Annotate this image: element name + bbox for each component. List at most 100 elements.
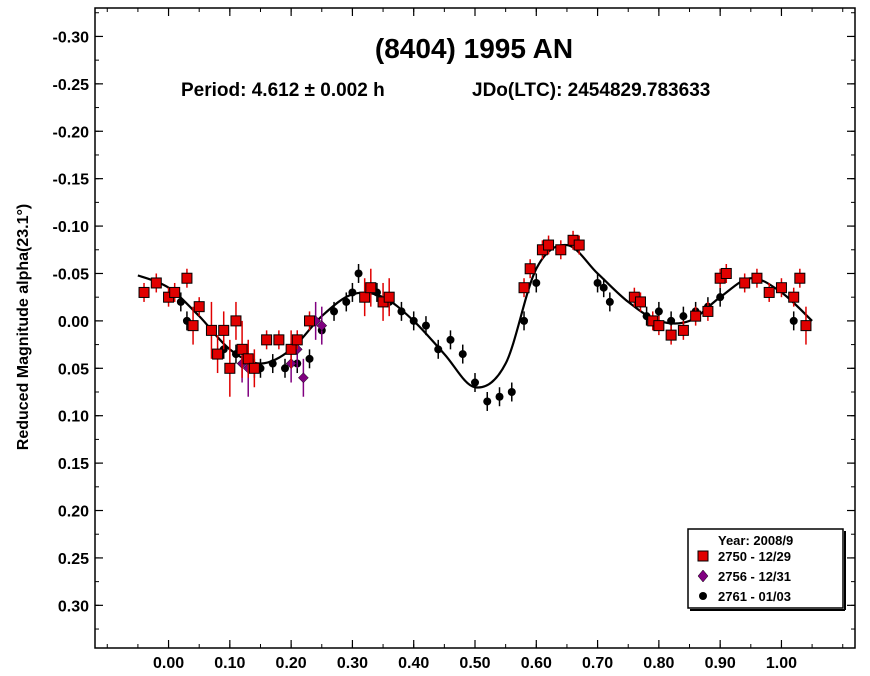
data-point-2750 [524, 263, 536, 275]
data-point-2750 [555, 244, 567, 256]
data-point-2750 [187, 320, 199, 332]
data-point-2761 [421, 321, 430, 330]
data-point-2761 [532, 278, 541, 287]
data-point-2750 [224, 362, 236, 374]
x-tick-label: 0.60 [521, 655, 552, 672]
data-point-2750 [365, 282, 377, 294]
legend: Year: 2008/9 2750 - 12/29 2756 - 12/31 2… [687, 528, 846, 611]
data-point-2750 [720, 267, 732, 279]
data-point-2761 [507, 388, 516, 396]
x-tick-label: 0.40 [398, 655, 429, 672]
data-point-2761 [305, 354, 314, 363]
data-point-2750 [212, 348, 224, 360]
data-point-2750 [739, 277, 751, 289]
data-point-2756 [316, 320, 328, 331]
x-tick-label: 0.30 [337, 655, 368, 672]
data-point-2761 [397, 307, 406, 316]
data-point-2750 [291, 334, 303, 346]
data-point-2761 [483, 397, 492, 406]
data-point-2761 [495, 392, 504, 401]
data-point-2761 [342, 297, 351, 306]
data-point-2750 [359, 291, 371, 303]
data-point-2761 [789, 316, 798, 325]
data-point-2750 [181, 272, 193, 284]
data-point-2761 [667, 316, 676, 325]
data-point-2750 [236, 343, 248, 355]
y-tick-label: -0.05 [53, 266, 90, 283]
data-point-2761 [599, 283, 608, 292]
legend-title: Year: 2008/9 [718, 533, 793, 548]
legend-entry-2761: 2761 - 01/03 [718, 589, 791, 604]
legend-entry-2756: 2756 - 12/31 [718, 569, 791, 584]
data-point-2761 [446, 335, 455, 344]
data-point-2761 [330, 307, 339, 316]
data-point-2750 [751, 272, 763, 284]
y-tick-label: -0.30 [53, 29, 90, 46]
data-point-2761 [716, 293, 725, 302]
data-point-2761 [434, 345, 443, 354]
x-tick-label: 0.20 [276, 655, 307, 672]
data-point-2761 [281, 364, 289, 373]
y-tick-label: 0.00 [58, 314, 89, 331]
legend-marker-2756 [697, 569, 709, 583]
data-point-2761 [593, 278, 602, 287]
data-point-2750 [205, 324, 217, 336]
x-tick-label: 0.90 [705, 655, 736, 672]
y-tick-label: -0.20 [53, 124, 90, 141]
x-tick-label: 0.10 [214, 655, 245, 672]
data-point-2750 [218, 324, 230, 336]
data-point-2761 [654, 307, 663, 316]
y-tick-label: 0.20 [58, 504, 89, 521]
y-tick-label: 0.05 [58, 361, 89, 378]
data-point-2750 [702, 305, 714, 317]
data-point-2750 [193, 301, 205, 313]
data-point-2761 [409, 316, 418, 325]
y-axis-label: Reduced Magnitude alpha(23.1°) [15, 204, 32, 450]
data-point-2750 [543, 239, 555, 251]
data-point-2750 [261, 334, 273, 346]
data-point-2750 [788, 291, 800, 303]
data-point-2750 [665, 329, 677, 341]
data-point-2750 [653, 320, 665, 332]
data-point-2750 [383, 291, 395, 303]
data-point-2750 [800, 320, 812, 332]
x-tick-label: 0.00 [153, 655, 184, 672]
plot-frame [94, 7, 856, 649]
legend-box [687, 528, 844, 609]
data-point-2750 [138, 286, 150, 298]
y-tick-label: 0.30 [58, 598, 89, 615]
x-tick-label: 1.00 [766, 655, 797, 672]
data-point-2750 [677, 324, 689, 336]
data-point-2750 [304, 315, 316, 327]
data-point-2750 [634, 296, 646, 308]
data-point-2750 [248, 362, 260, 374]
legend-entry-2750: 2750 - 12/29 [718, 549, 791, 564]
data-point-2756 [298, 372, 309, 384]
data-point-2750 [230, 315, 242, 327]
data-point-2750 [273, 334, 285, 346]
y-tick-label: 0.15 [58, 456, 89, 473]
data-point-2761 [348, 288, 357, 297]
y-tick-label: 0.25 [58, 551, 89, 568]
data-point-2750 [242, 353, 254, 365]
y-tick-label: 0.10 [58, 409, 89, 426]
chart-title: (8404) 1995 AN [375, 33, 573, 64]
x-tick-label: 0.70 [582, 655, 613, 672]
y-tick-label: -0.15 [53, 172, 90, 189]
x-tick-label: 0.80 [643, 655, 674, 672]
data-point-2750 [775, 282, 787, 294]
epoch-subtitle: JDo(LTC): 2454829.783633 [472, 80, 710, 101]
y-tick-label: -0.25 [53, 77, 90, 94]
legend-marker-2750 [697, 550, 709, 562]
data-point-2750 [573, 239, 585, 251]
period-subtitle: Period: 4.612 ± 0.002 h [181, 80, 385, 101]
data-point-2750 [518, 282, 530, 294]
x-tick-label: 0.50 [459, 655, 490, 672]
y-tick-label: -0.10 [53, 219, 90, 236]
data-point-2761 [458, 350, 467, 359]
data-point-2750 [285, 343, 297, 355]
data-point-2761 [176, 297, 185, 306]
data-point-2761 [354, 269, 363, 278]
data-point-2761 [605, 297, 614, 306]
